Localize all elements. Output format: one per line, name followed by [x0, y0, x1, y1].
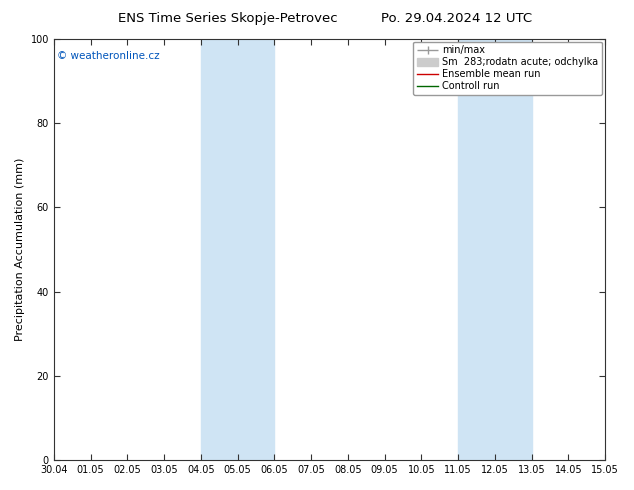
Text: Po. 29.04.2024 12 UTC: Po. 29.04.2024 12 UTC [381, 12, 532, 25]
Y-axis label: Precipitation Accumulation (mm): Precipitation Accumulation (mm) [15, 158, 25, 341]
Bar [201, 39, 275, 460]
Text: ENS Time Series Skopje-Petrovec: ENS Time Series Skopje-Petrovec [119, 12, 338, 25]
Text: © weatheronline.cz: © weatheronline.cz [56, 51, 159, 61]
Bar [458, 39, 532, 460]
Legend: min/max, Sm  283;rodatn acute; odchylka, Ensemble mean run, Controll run: min/max, Sm 283;rodatn acute; odchylka, … [413, 42, 602, 95]
